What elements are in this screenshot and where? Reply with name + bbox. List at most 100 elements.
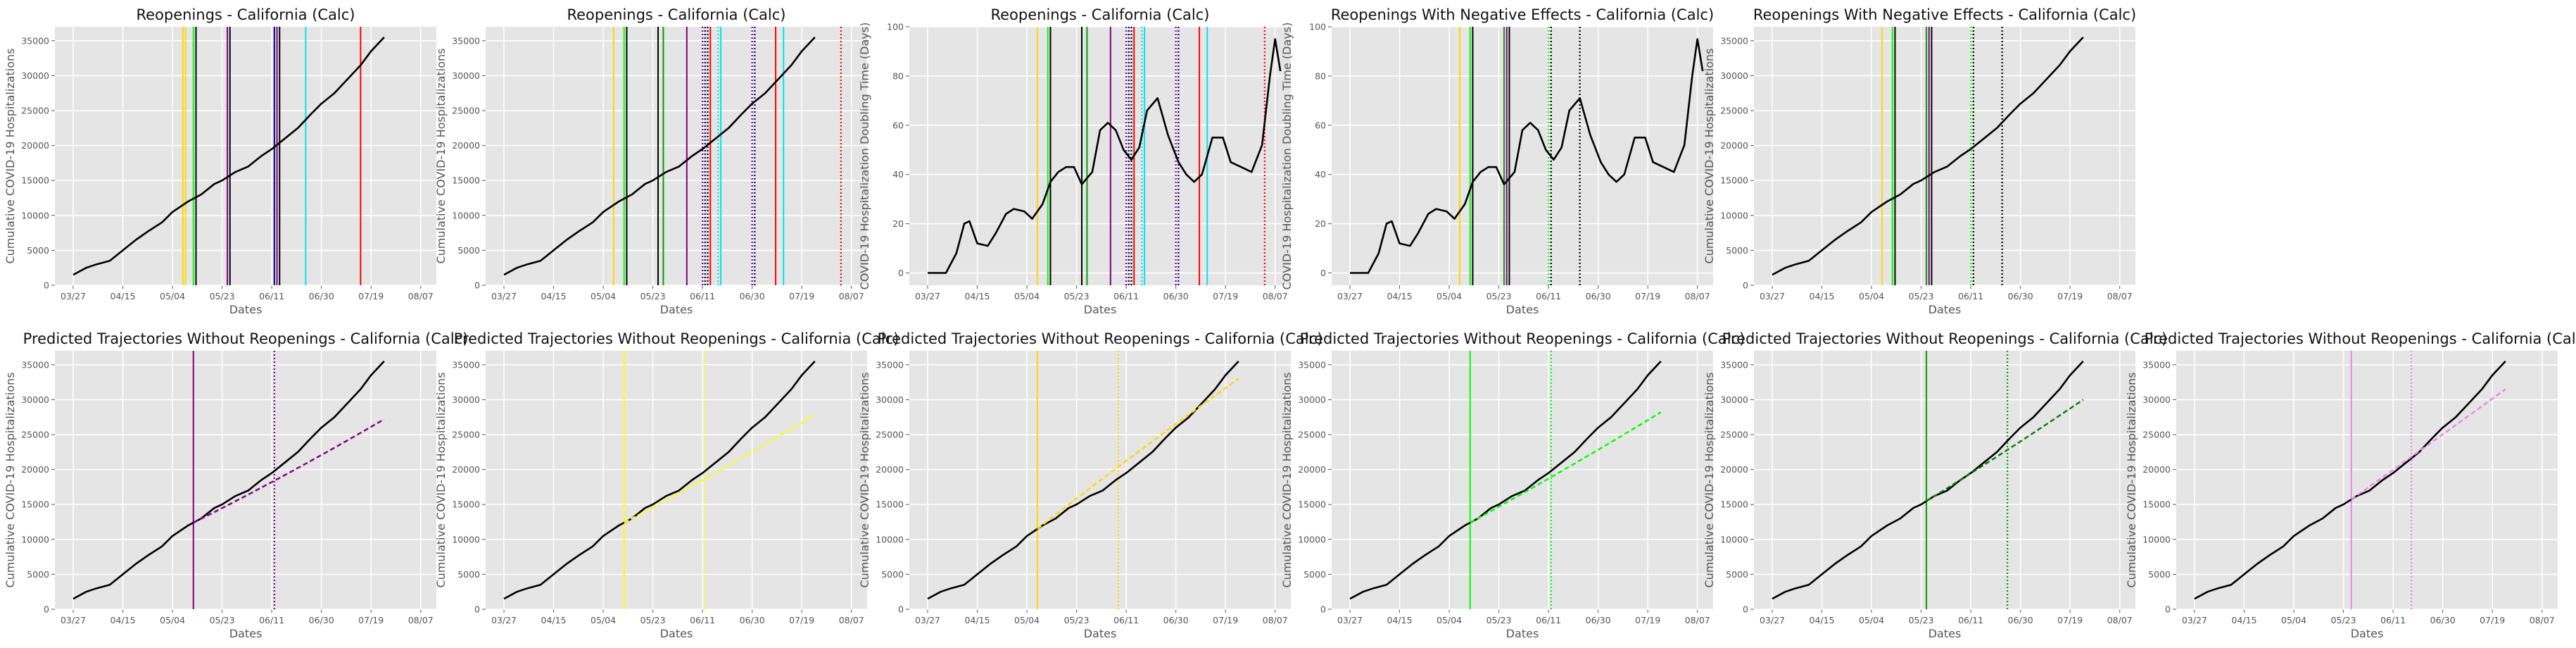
x-tick-label: 06/11	[1958, 615, 1983, 625]
y-axis-label: Cumulative COVID-19 Hospitalizations	[2125, 372, 2138, 587]
series-line	[72, 361, 385, 600]
x-tick-label: 06/30	[2430, 615, 2456, 625]
x-tick-label: 05/04	[1859, 291, 1884, 301]
y-tick-label: 10000	[21, 534, 49, 544]
series-line	[1350, 38, 1704, 274]
x-tick-label: 04/15	[965, 615, 990, 625]
y-tick-label: 0	[898, 268, 904, 278]
x-tick-label: 05/04	[2281, 615, 2306, 625]
chart-panel-3: 03/27 04/15 05/04 05/23 06/11 06/30 07/19 08/07…	[858, 6, 1291, 316]
y-tick-label: 5000	[27, 245, 49, 256]
chart-title: Predicted Trajectories Without Reopening…	[878, 330, 1323, 347]
x-tick-label: 04/15	[1810, 615, 1835, 625]
x-tick-label: 07/19	[2480, 615, 2505, 625]
x-tick-label: 03/27	[491, 291, 517, 301]
prediction-line	[624, 414, 816, 524]
x-tick-label: 05/23	[210, 291, 235, 301]
y-tick-label: 5000	[1726, 569, 1748, 580]
x-tick-label: 03/27	[491, 615, 517, 625]
x-tick-label: 08/07	[1685, 291, 1710, 301]
y-tick-label: 10000	[452, 534, 480, 544]
y-tick-label: 20000	[1720, 140, 1748, 151]
x-axis-label: Dates	[1928, 627, 1962, 640]
x-tick-label: 08/07	[1263, 615, 1288, 625]
x-tick-label: 06/11	[1113, 615, 1139, 625]
x-axis-label: Dates	[660, 303, 693, 316]
y-tick-label: 25000	[1720, 106, 1748, 116]
series-line	[503, 37, 816, 276]
x-tick-label: 05/23	[640, 291, 666, 301]
y-tick-label: 10000	[21, 210, 49, 220]
y-tick-label: 5000	[1726, 245, 1748, 256]
y-tick-label: 10000	[876, 534, 904, 544]
chart-panel-10: 03/27 04/15 05/04 05/23 06/11 06/30 07/19 08/07…	[1703, 330, 2167, 640]
y-tick-label: 5000	[1303, 569, 1326, 580]
chart-panel-5: 03/27 04/15 05/04 05/23 06/11 06/30 07/19 08/07…	[1703, 6, 2136, 316]
y-tick-label: 25000	[2142, 430, 2171, 440]
x-tick-label: 05/23	[1909, 291, 1934, 301]
x-tick-label: 06/30	[1586, 615, 1611, 625]
y-tick-label: 35000	[452, 35, 480, 46]
plot-area	[55, 351, 436, 609]
x-tick-label: 08/07	[1685, 615, 1710, 625]
y-axis-label: Cumulative COVID-19 Hospitalizations	[858, 372, 871, 587]
y-axis-label: COVID-19 Hospitalization Doubling Time (…	[1280, 23, 1294, 290]
y-tick-label: 20000	[21, 464, 49, 475]
x-tick-label: 03/27	[61, 615, 86, 625]
y-tick-label: 15000	[21, 499, 49, 510]
y-tick-label: 5000	[881, 569, 904, 580]
y-tick-label: 30000	[21, 70, 49, 81]
y-tick-label: 30000	[2142, 394, 2171, 405]
x-tick-label: 03/27	[1337, 615, 1363, 625]
y-tick-label: 30000	[1720, 394, 1748, 405]
y-tick-label: 35000	[1720, 359, 1748, 370]
x-tick-label: 05/04	[591, 291, 616, 301]
y-tick-label: 25000	[1298, 430, 1326, 440]
y-tick-label: 35000	[1298, 359, 1326, 370]
y-tick-label: 0	[44, 604, 49, 615]
y-axis-label: COVID-19 Hospitalization Doubling Time (…	[858, 23, 871, 290]
x-tick-label: 06/11	[1113, 291, 1139, 301]
y-tick-label: 15000	[1720, 175, 1748, 186]
y-tick-label: 100	[1309, 22, 1326, 32]
x-tick-label: 05/04	[1014, 291, 1040, 301]
x-tick-label: 04/15	[111, 615, 136, 625]
chart-title: Predicted Trajectories Without Reopening…	[23, 330, 469, 347]
chart-title: Predicted Trajectories Without Reopening…	[454, 330, 899, 347]
y-tick-label: 15000	[452, 499, 480, 510]
x-tick-label: 08/07	[2107, 615, 2133, 625]
y-tick-label: 0	[1743, 604, 1748, 615]
x-tick-label: 05/04	[1437, 291, 1462, 301]
y-tick-label: 25000	[876, 430, 904, 440]
y-tick-label: 25000	[452, 430, 480, 440]
x-tick-label: 05/23	[210, 615, 235, 625]
chart-title: Reopenings - California (Calc)	[136, 6, 355, 23]
y-tick-label: 60	[1315, 120, 1326, 130]
x-tick-label: 06/11	[1536, 291, 1561, 301]
x-axis-label: Dates	[229, 303, 263, 316]
y-tick-label: 30000	[876, 394, 904, 405]
y-tick-label: 15000	[1720, 499, 1748, 510]
y-tick-label: 60	[892, 120, 904, 130]
chart-title: Predicted Trajectories Without Reopening…	[1300, 330, 1745, 347]
x-tick-label: 06/30	[309, 615, 334, 625]
chart-panel-7: 03/27 04/15 05/04 05/23 06/11 06/30 07/19 08/07…	[434, 330, 899, 640]
x-tick-label: 07/19	[789, 615, 814, 625]
chart-title: Predicted Trajectories Without Reopening…	[1722, 330, 2168, 347]
y-tick-label: 10000	[1720, 534, 1748, 544]
chart-panel-8: 03/27 04/15 05/04 05/23 06/11 06/30 07/19 08/07…	[858, 330, 1322, 640]
prediction-line	[1926, 399, 2084, 502]
x-tick-label: 03/27	[2182, 615, 2207, 625]
plot-area	[909, 27, 1291, 285]
y-tick-label: 20000	[452, 464, 480, 475]
y-tick-label: 80	[1315, 70, 1326, 81]
y-tick-label: 25000	[21, 430, 49, 440]
y-tick-label: 20000	[876, 464, 904, 475]
y-tick-label: 0	[44, 280, 49, 291]
y-tick-label: 40	[892, 169, 904, 180]
x-tick-label: 07/19	[358, 291, 384, 301]
chart-panel-6: 03/27 04/15 05/04 05/23 06/11 06/30 07/19 08/07…	[4, 330, 468, 640]
y-tick-label: 5000	[457, 569, 480, 580]
y-tick-label: 20000	[1720, 464, 1748, 475]
